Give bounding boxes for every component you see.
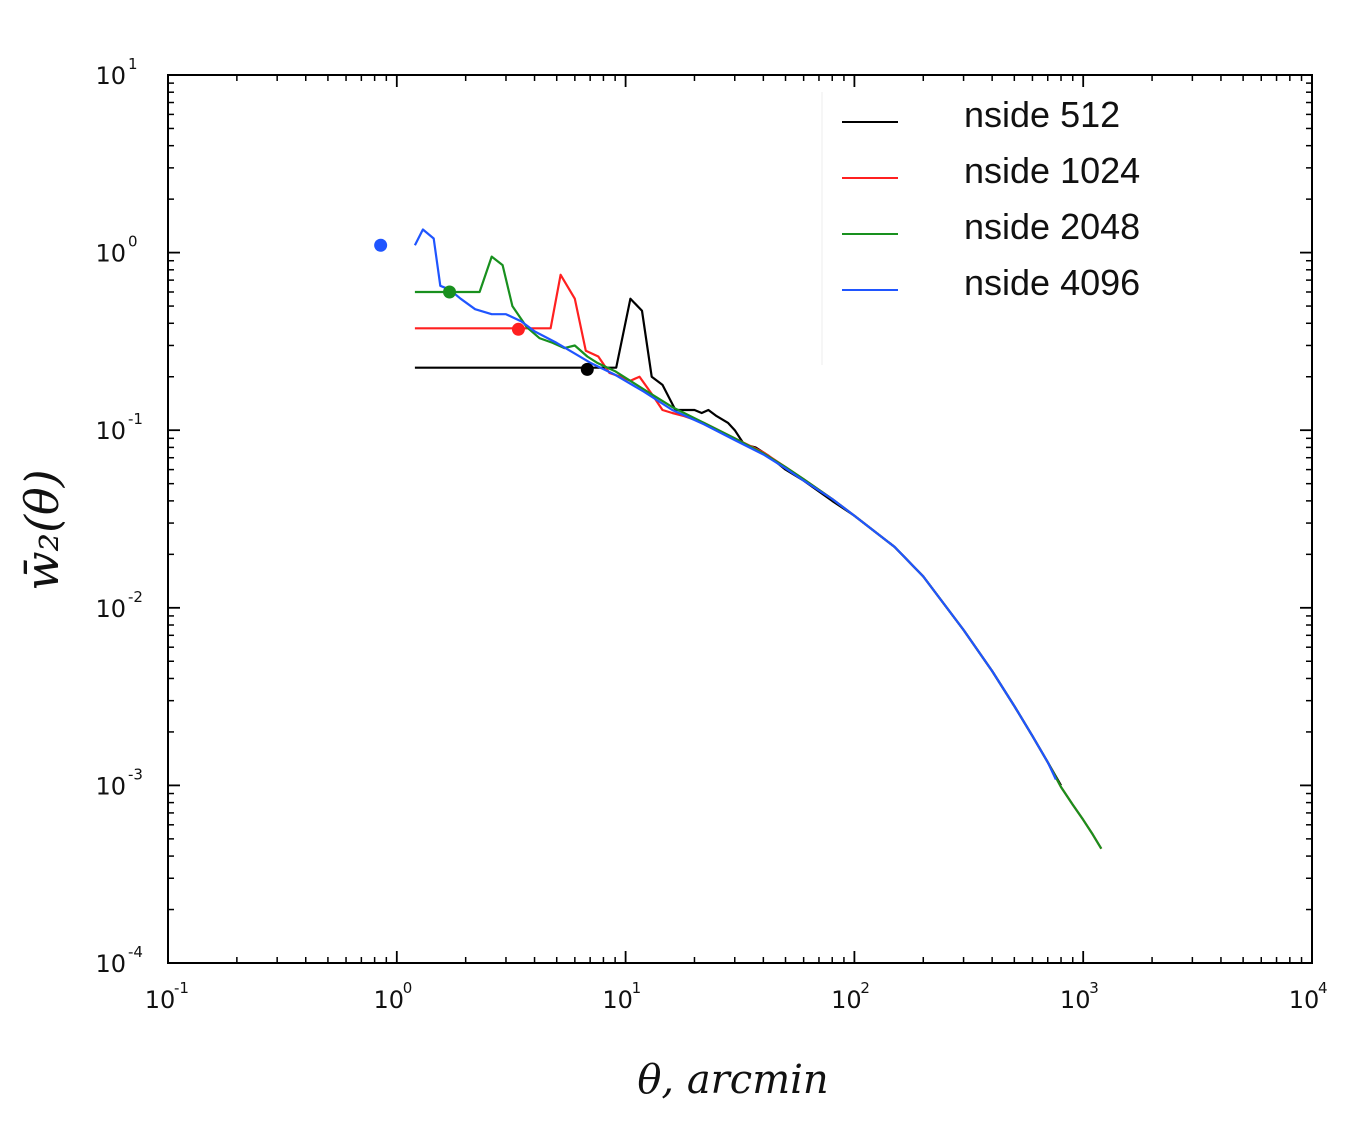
- legend-label-nside-512: nside 512: [964, 94, 1120, 135]
- y-tick-exponent: -4: [128, 943, 143, 961]
- y-tick-label: 10 -2: [95, 588, 143, 623]
- x-axis-label: θ, arcmin: [637, 1057, 828, 1103]
- series-marker-nside-2048: [443, 285, 457, 299]
- x-tick-label: 102: [831, 979, 870, 1014]
- x-tick-base: 10: [602, 986, 633, 1014]
- y-tick-label: 10 -4: [95, 943, 143, 978]
- legend: nside 512 nside 1024 nside 2048 nside 4096: [821, 92, 1140, 365]
- y-tick-exponent: 1: [128, 55, 138, 73]
- y-tick-label: 10 0: [95, 233, 137, 268]
- x-tick-base: 10: [145, 986, 176, 1014]
- x-tick-base: 10: [374, 986, 405, 1014]
- y-tick-base: 10: [95, 62, 126, 90]
- x-tick-exponent: -1: [174, 979, 189, 997]
- series-marker-nside-512: [580, 362, 594, 376]
- x-tick-label: 10-1: [145, 979, 189, 1014]
- series-marker-nside-1024: [511, 322, 525, 336]
- x-tick-label: 103: [1060, 979, 1099, 1014]
- x-tick-exponent: 0: [403, 979, 413, 997]
- y-axis-label: w̄₂(θ): [15, 469, 69, 590]
- x-tick-base: 10: [831, 986, 862, 1014]
- x-tick-label: 101: [602, 979, 641, 1014]
- y-tick-label: 10 1: [95, 55, 137, 90]
- legend-label-nside-1024: nside 1024: [964, 150, 1140, 191]
- x-tick-exponent: 1: [632, 979, 642, 997]
- y-tick-label: 10 -3: [95, 765, 143, 800]
- x-tick-label: 104: [1289, 979, 1328, 1014]
- series-layer: [374, 228, 1103, 850]
- y-tick-exponent: -3: [128, 765, 143, 783]
- y-tick-label: 10 -1: [95, 410, 143, 445]
- y-tick-base: 10: [95, 417, 126, 445]
- y-tick-base: 10: [95, 772, 126, 800]
- x-tick-exponent: 2: [860, 979, 870, 997]
- y-tick-exponent: -2: [128, 588, 143, 606]
- y-tick-base: 10: [95, 950, 126, 978]
- y-tick-base: 10: [95, 240, 126, 268]
- plot-frame: [167, 74, 1313, 964]
- y-tick-exponent: 0: [128, 233, 138, 251]
- legend-label-nside-2048: nside 2048: [964, 206, 1140, 247]
- legend-label-nside-4096: nside 4096: [964, 262, 1140, 303]
- series-line-nside-4096: [413, 228, 1057, 780]
- y-tick-base: 10: [95, 595, 126, 623]
- x-tick-exponent: 3: [1089, 979, 1099, 997]
- x-tick-exponent: 4: [1318, 979, 1328, 997]
- x-tick-label: 100: [374, 979, 413, 1014]
- x-tick-base: 10: [1289, 986, 1320, 1014]
- series-marker-nside-4096: [374, 238, 388, 252]
- y-tick-exponent: -1: [128, 410, 143, 428]
- x-tick-base: 10: [1060, 986, 1091, 1014]
